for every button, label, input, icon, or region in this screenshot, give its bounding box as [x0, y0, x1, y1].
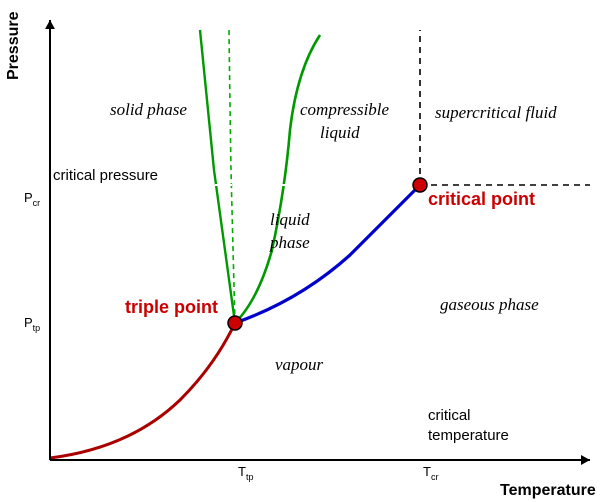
- label-supercritical-fluid: supercritical fluid: [435, 103, 557, 122]
- y-axis-arrow-icon: [45, 20, 55, 29]
- y-axis-label: Pressure: [5, 11, 22, 80]
- label-solid-phase: solid phase: [110, 100, 187, 119]
- label-critical-temperature-1: critical: [428, 407, 471, 424]
- critical-point-marker: [413, 178, 427, 192]
- label-critical-point: critical point: [428, 189, 535, 209]
- melting-curve-solid: [200, 30, 235, 323]
- vaporization-curve: [235, 185, 420, 323]
- label-gaseous-phase: gaseous phase: [440, 295, 539, 314]
- liquid-boundary-curve: [235, 35, 320, 323]
- tick-tcr: Tcr: [423, 464, 438, 482]
- axes: [45, 20, 590, 465]
- label-compressible-liquid-1: compressible: [300, 100, 390, 119]
- label-vapour: vapour: [275, 355, 324, 374]
- tick-pcr: Pcr: [24, 190, 40, 208]
- phase-diagram: solid phase compressible liquid supercri…: [0, 0, 600, 502]
- x-axis-arrow-icon: [581, 455, 590, 465]
- sublimation-curve: [50, 323, 235, 458]
- tick-ptp: Ptp: [24, 315, 40, 333]
- label-triple-point: triple point: [125, 297, 218, 317]
- label-critical-temperature-2: temperature: [428, 427, 509, 444]
- label-critical-pressure: critical pressure: [53, 167, 158, 184]
- label-liquid-phase-1: liquid: [270, 210, 310, 229]
- x-axis-label: Temperature: [500, 482, 596, 499]
- tick-ttp: Ttp: [238, 464, 253, 482]
- label-compressible-liquid-2: liquid: [320, 123, 360, 142]
- triple-point-marker: [228, 316, 242, 330]
- label-liquid-phase-2: phase: [269, 233, 310, 252]
